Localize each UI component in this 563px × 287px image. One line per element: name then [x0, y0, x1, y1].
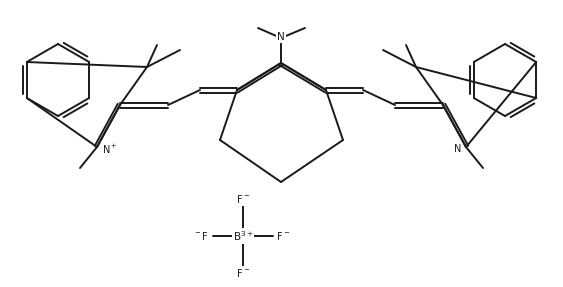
Text: N: N	[454, 144, 461, 154]
Text: B$^{3+}$: B$^{3+}$	[233, 229, 253, 243]
Text: F$^-$: F$^-$	[236, 193, 250, 205]
Text: N: N	[277, 32, 285, 42]
Text: $^-$F: $^-$F	[193, 230, 209, 242]
Text: F$^-$: F$^-$	[236, 267, 250, 279]
Text: F$^-$: F$^-$	[276, 230, 290, 242]
Text: N$^+$: N$^+$	[102, 142, 118, 156]
